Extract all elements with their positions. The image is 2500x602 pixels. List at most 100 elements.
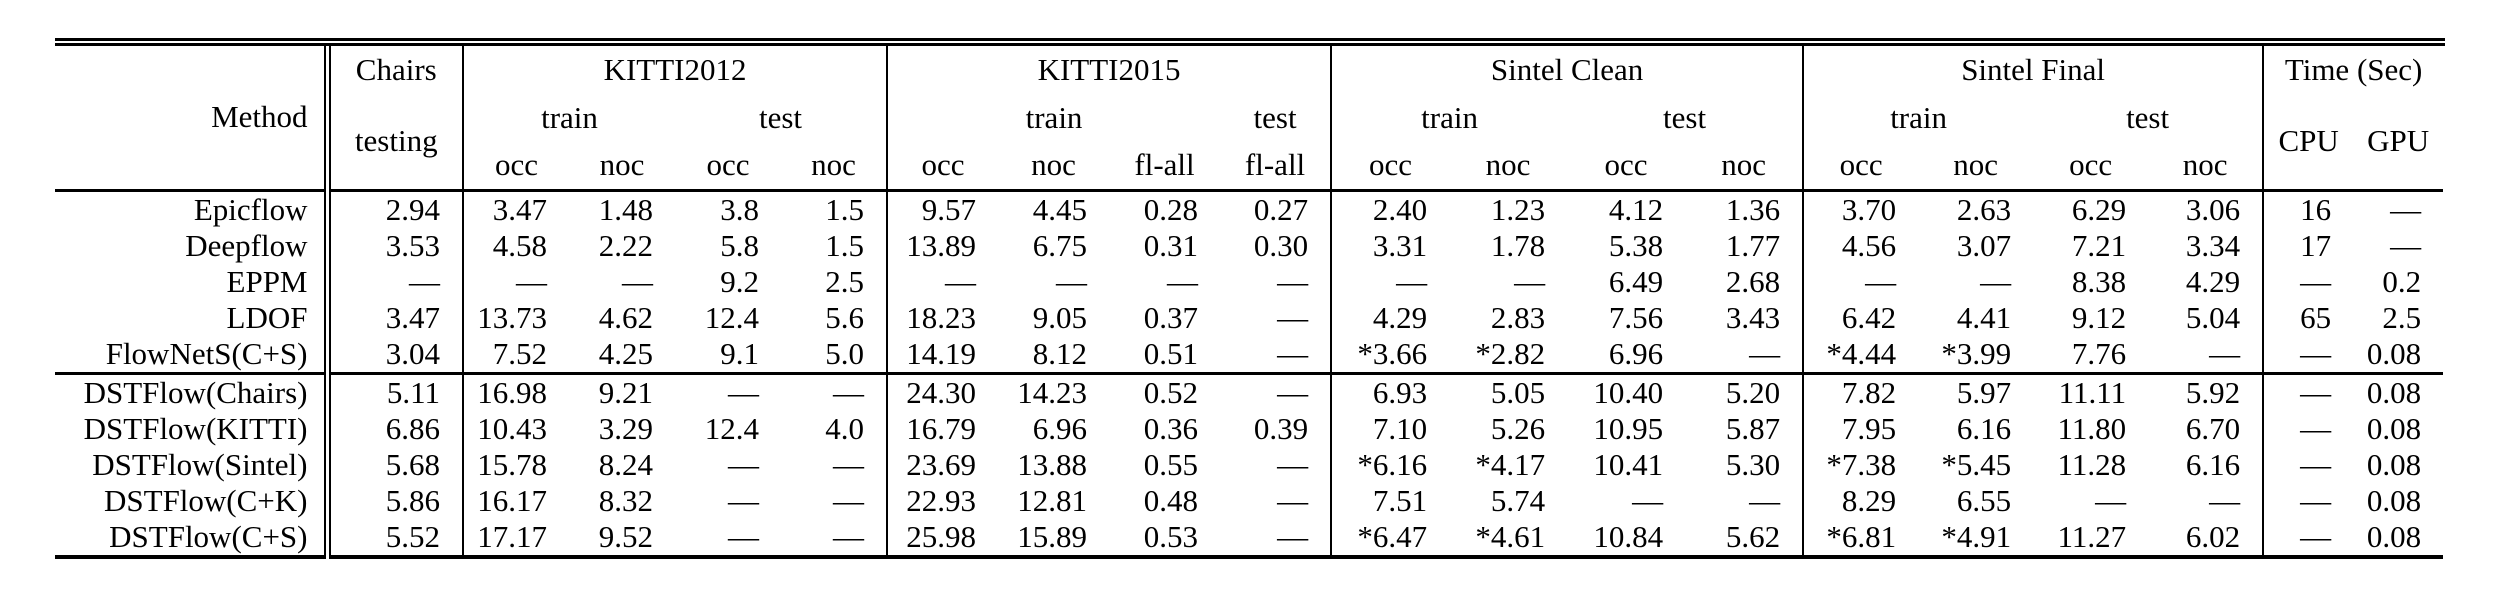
col-header-kitti2012-train: train xyxy=(541,100,598,135)
cell-sintelclean-train-noc: 1.23 xyxy=(1449,188,1568,228)
cell-time-cpu: 17 xyxy=(2300,227,2332,263)
cell-kitti2015-train-fl-all: 0.52 xyxy=(1109,371,1221,411)
cell-kitti2015-train-occ: 18.23 xyxy=(906,299,977,335)
cell-chairs-testing: 2.94 xyxy=(327,188,464,228)
col-header-gpu-spacer xyxy=(2444,142,2445,190)
cell-kitti2012-train-occ: 7.52 xyxy=(492,335,547,371)
cell-sintelfinal-train-occ: *4.44 xyxy=(1826,335,1897,371)
cell-sintelclean-train-occ: — xyxy=(1396,263,1428,299)
cell-sintelfinal-test-occ: 8.38 xyxy=(2071,263,2127,299)
cell-sintelfinal-train-occ: *6.81 xyxy=(1803,518,1919,559)
cell-sintelfinal-test-occ: — xyxy=(2095,482,2127,518)
col-group-chairs: Chairs xyxy=(327,42,464,94)
cell-sintelfinal-test-occ: 7.21 xyxy=(2071,227,2127,263)
cell-sintelfinal-test-noc: — xyxy=(2148,482,2265,519)
cell-chairs-testing: — xyxy=(327,263,464,300)
cell-sintelclean-test-noc: 2.68 xyxy=(1685,263,1805,300)
cell-kitti2012-train-noc: 9.21 xyxy=(569,371,675,411)
cell-sintelclean-train-occ: 6.93 xyxy=(1331,371,1450,411)
cell-sintelclean-train-occ: 3.31 xyxy=(1372,227,1428,263)
cell-kitti2012-train-noc: 8.32 xyxy=(598,482,653,518)
cell-kitti2012-train-occ: 16.17 xyxy=(477,482,547,518)
cell-kitti2012-train-noc: 4.62 xyxy=(598,299,653,335)
cell-sintelclean-train-occ: *3.66 xyxy=(1357,335,1428,371)
cell-kitti2015-train-occ: — xyxy=(945,263,977,299)
cell-sintelfinal-test-occ: 11.11 xyxy=(2033,371,2149,411)
cell-kitti2015-train-noc: 6.96 xyxy=(1032,410,1088,446)
cell-kitti2015-train-occ: 23.69 xyxy=(906,446,977,482)
cell-sintelclean-train-noc: 5.26 xyxy=(1490,410,1546,446)
cell-kitti2012-test-occ: — xyxy=(675,371,781,411)
cell-kitti2012-test-noc: — xyxy=(781,371,889,411)
cell-sintelfinal-test-noc: 3.06 xyxy=(2148,188,2265,228)
cell-kitti2015-train-noc: — xyxy=(1056,263,1088,299)
cell-kitti2012-train-noc: 4.25 xyxy=(598,335,653,371)
cell-kitti2015-train-noc: 15.89 xyxy=(998,518,1110,559)
cell-sintelfinal-train-noc: 3.07 xyxy=(1956,227,2012,263)
cell-kitti2012-test-noc: 1.5 xyxy=(781,188,889,228)
cell-sintelclean-test-noc: 5.87 xyxy=(1685,410,1805,447)
table-row: FlowNetS(C+S) 3.04 7.52 4.25 9.1 5.0 14.19 8.12… xyxy=(55,335,2445,373)
cell-kitti2015-train-fl-all: 0.51 xyxy=(1143,335,1199,371)
cell-sintelfinal-test-occ: 6.29 xyxy=(2033,188,2149,228)
cell-kitti2015-train-occ: 14.19 xyxy=(906,335,977,371)
method-name: Epicflow xyxy=(55,188,331,228)
cell-sintelfinal-train-occ: 6.42 xyxy=(1841,299,1897,335)
cell-kitti2012-train-noc: 2.22 xyxy=(598,227,653,263)
cell-kitti2012-test-noc: 5.6 xyxy=(781,299,889,336)
cell-chairs-testing: 6.86 xyxy=(327,410,464,447)
cell-sintelfinal-test-noc: 5.92 xyxy=(2148,371,2265,411)
cell-kitti2015-train-fl-all: 0.48 xyxy=(1143,482,1199,518)
cell-chairs-testing: 3.53 xyxy=(327,227,464,264)
cell-sintelfinal-train-noc: 6.16 xyxy=(1956,410,2012,446)
cell-sintelfinal-train-noc: 5.97 xyxy=(1918,371,2034,411)
col-header-sintel-final-test-occ: occ xyxy=(2069,147,2113,183)
cell-kitti2012-test-occ: 12.4 xyxy=(704,410,759,446)
cell-kitti2012-test-noc: 2.5 xyxy=(781,263,889,300)
col-header-sintel-clean-test: test xyxy=(1567,94,1805,142)
table-row: EPPM — — —9.2 2.5— — — — — —6.49 2.68— —8.38 4.29—0.… xyxy=(55,263,2445,300)
cell-sintelfinal-train-noc: 6.55 xyxy=(1956,482,2012,518)
col-header-sintel-clean-train: train xyxy=(1421,100,1478,135)
cell-sintelfinal-test-noc: — xyxy=(2148,335,2265,373)
cell-chairs-testing: 5.11 xyxy=(327,371,464,411)
col-group-sintel-clean: Sintel Clean xyxy=(1331,42,1805,94)
method-name: Deepflow xyxy=(55,227,331,264)
cell-sintelclean-train-occ: 7.10 xyxy=(1372,410,1428,446)
cell-sintelclean-test-noc: 5.62 xyxy=(1685,518,1805,559)
cell-time-cpu: — xyxy=(2263,518,2354,559)
cell-kitti2012-test-noc: — xyxy=(781,482,889,519)
cell-sintelclean-test-occ: 10.84 xyxy=(1567,518,1686,559)
cell-sintelclean-train-occ: *6.16 xyxy=(1357,446,1428,482)
cell-sintelfinal-test-occ: 11.27 xyxy=(2033,518,2149,559)
cell-time-gpu: 0.08 xyxy=(2366,446,2422,482)
cell-sintelfinal-test-noc: 3.34 xyxy=(2148,227,2265,264)
cell-sintelfinal-train-noc: *3.99 xyxy=(1941,335,2012,371)
cell-sintelclean-train-noc: 5.74 xyxy=(1490,482,1546,518)
col-header-kitti2015-train-noc: noc xyxy=(1031,147,1076,183)
cell-kitti2012-test-occ: — xyxy=(728,446,759,482)
cell-sintelclean-test-noc: 5.30 xyxy=(1685,446,1805,483)
cell-sintelclean-test-noc: 5.20 xyxy=(1685,371,1805,411)
col-header-kitti2015-train-occ: occ xyxy=(921,147,965,183)
cell-sintelclean-train-occ: 2.40 xyxy=(1331,188,1450,228)
cell-sintelclean-train-occ: 7.51 xyxy=(1372,482,1428,518)
header-row-metrics: occ noc occ noc occ noc fl-all fl-all oc… xyxy=(55,142,2445,190)
cell-time-cpu: 65 xyxy=(2300,299,2332,335)
cell-sintelclean-test-occ: 5.38 xyxy=(1608,227,1664,263)
header-row-groups: Method Chairs KITTI2012 KITTI2015 Sintel… xyxy=(55,42,2445,190)
cell-kitti2012-test-occ: — xyxy=(728,482,759,518)
col-header-sintel-final-train-occ: occ xyxy=(1839,147,1883,183)
cell-sintelfinal-train-noc: — xyxy=(1980,263,2012,299)
cell-kitti2015-train-occ: 16.79 xyxy=(906,410,977,446)
cell-sintelfinal-train-noc: 4.41 xyxy=(1956,299,2012,335)
cell-sintelclean-test-noc: — xyxy=(1685,335,1805,373)
cell-kitti2015-train-occ: 25.98 xyxy=(887,518,999,559)
cell-kitti2015-train-fl-all: 0.37 xyxy=(1143,299,1199,335)
cell-kitti2012-train-noc: 8.24 xyxy=(598,446,653,482)
cell-kitti2012-test-occ: 9.1 xyxy=(720,335,759,371)
cell-sintelclean-test-occ: 7.56 xyxy=(1608,299,1664,335)
cell-sintelclean-train-noc: *4.17 xyxy=(1475,446,1546,482)
method-name: FlowNetS(C+S) xyxy=(55,335,331,373)
col-header-sintel-clean-train-noc: noc xyxy=(1485,147,1531,183)
